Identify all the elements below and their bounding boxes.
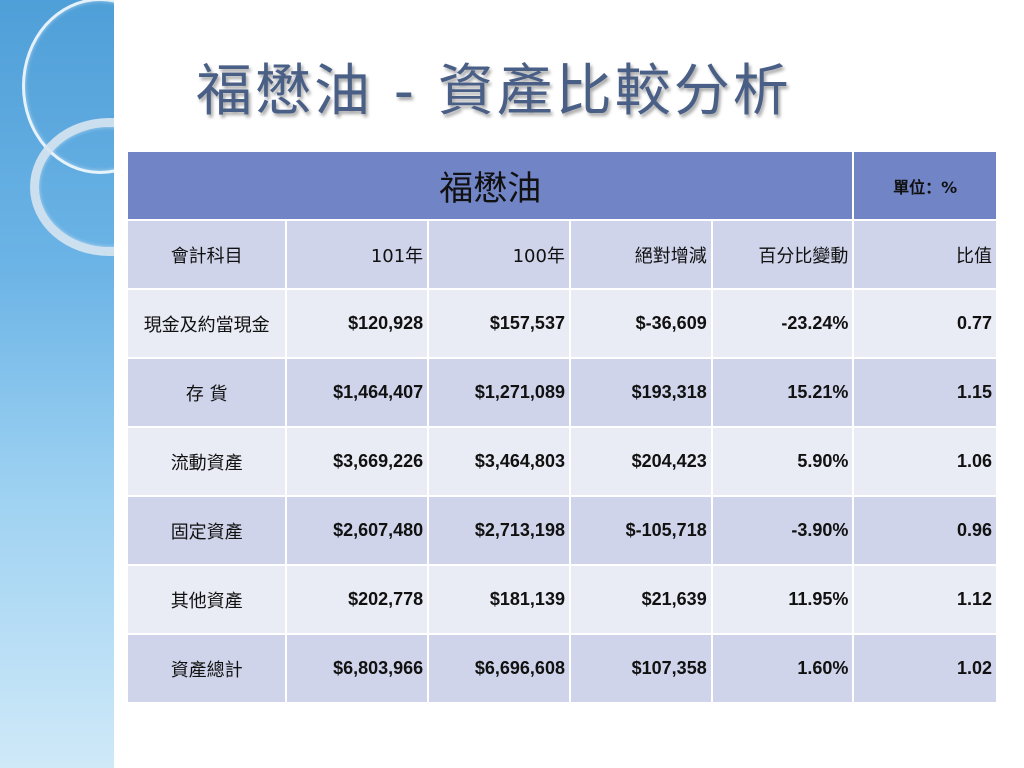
cell-abs-change: $-36,609 xyxy=(568,288,713,359)
cell-ratio: 1.06 xyxy=(852,426,998,497)
cell-account: 其他資產 xyxy=(125,564,288,635)
cell-account: 存 貨 xyxy=(125,357,288,428)
cell-y100: $181,139 xyxy=(427,564,571,635)
column-header-abs-change: 絕對增減 xyxy=(568,219,713,290)
table-row: 其他資產 $202,778 $181,139 $21,639 11.95% 1.12 xyxy=(125,564,998,635)
cell-y101: $202,778 xyxy=(285,564,430,635)
column-header-ratio: 比值 xyxy=(852,219,998,290)
column-header-row: 會計科目 101年 100年 絕對增減 百分比變動 比值 xyxy=(125,219,998,290)
cell-account: 現金及約當現金 xyxy=(125,288,288,359)
cell-abs-change: $204,423 xyxy=(568,426,713,497)
cell-ratio: 1.02 xyxy=(852,633,998,704)
cell-pct-change: 15.21% xyxy=(710,357,855,428)
cell-ratio: 0.77 xyxy=(852,288,998,359)
cell-ratio: 0.96 xyxy=(852,495,998,566)
column-header-pct-change: 百分比變動 xyxy=(710,219,855,290)
decorative-sidebar xyxy=(0,0,114,768)
cell-y101: $120,928 xyxy=(285,288,430,359)
table-row: 資產總計 $6,803,966 $6,696,608 $107,358 1.60% 1.0… xyxy=(125,633,998,704)
cell-abs-change: $21,639 xyxy=(568,564,713,635)
cell-account: 流動資產 xyxy=(125,426,288,497)
asset-comparison-table: 福懋油 單位：% 會計科目 101年 100年 絕對增減 百分比變動 比值 現金及約當現金 $… xyxy=(125,150,998,704)
cell-ratio: 1.15 xyxy=(852,357,998,428)
cell-y101: $3,669,226 xyxy=(285,426,430,497)
table-title: 福懋油 xyxy=(125,150,855,221)
table-row: 流動資產 $3,669,226 $3,464,803 $204,423 5.90% 1.0… xyxy=(125,426,998,497)
cell-abs-change: $193,318 xyxy=(568,357,713,428)
cell-pct-change: 5.90% xyxy=(710,426,855,497)
cell-y100: $1,271,089 xyxy=(427,357,571,428)
table-row: 固定資產 $2,607,480 $2,713,198 $-105,718 -3.90% 0… xyxy=(125,495,998,566)
cell-abs-change: $107,358 xyxy=(568,633,713,704)
cell-y101: $1,464,407 xyxy=(285,357,430,428)
slide-title: 福懋油 - 資產比較分析 xyxy=(196,59,792,124)
cell-abs-change: $-105,718 xyxy=(568,495,713,566)
cell-y100: $6,696,608 xyxy=(427,633,571,704)
table-body: 會計科目 101年 100年 絕對增減 百分比變動 比值 現金及約當現金 $120,928 $1… xyxy=(125,219,998,704)
cell-ratio: 1.12 xyxy=(852,564,998,635)
unit-label: 單位：% xyxy=(852,150,998,221)
cell-y100: $157,537 xyxy=(427,288,571,359)
table-row: 存 貨 $1,464,407 $1,271,089 $193,318 15.21% 1.1… xyxy=(125,357,998,428)
cell-pct-change: -23.24% xyxy=(710,288,855,359)
cell-account: 固定資產 xyxy=(125,495,288,566)
table-title-row: 福懋油 單位：% xyxy=(125,150,998,221)
cell-account: 資產總計 xyxy=(125,633,288,704)
cell-y100: $3,464,803 xyxy=(427,426,571,497)
column-header-y101: 101年 xyxy=(285,219,430,290)
cell-pct-change: -3.90% xyxy=(710,495,855,566)
column-header-account: 會計科目 xyxy=(125,219,288,290)
cell-pct-change: 11.95% xyxy=(710,564,855,635)
cell-y101: $2,607,480 xyxy=(285,495,430,566)
cell-pct-change: 1.60% xyxy=(710,633,855,704)
cell-y100: $2,713,198 xyxy=(427,495,571,566)
table-row: 現金及約當現金 $120,928 $157,537 $-36,609 -23.24% 0.… xyxy=(125,288,998,359)
column-header-y100: 100年 xyxy=(427,219,571,290)
cell-y101: $6,803,966 xyxy=(285,633,430,704)
